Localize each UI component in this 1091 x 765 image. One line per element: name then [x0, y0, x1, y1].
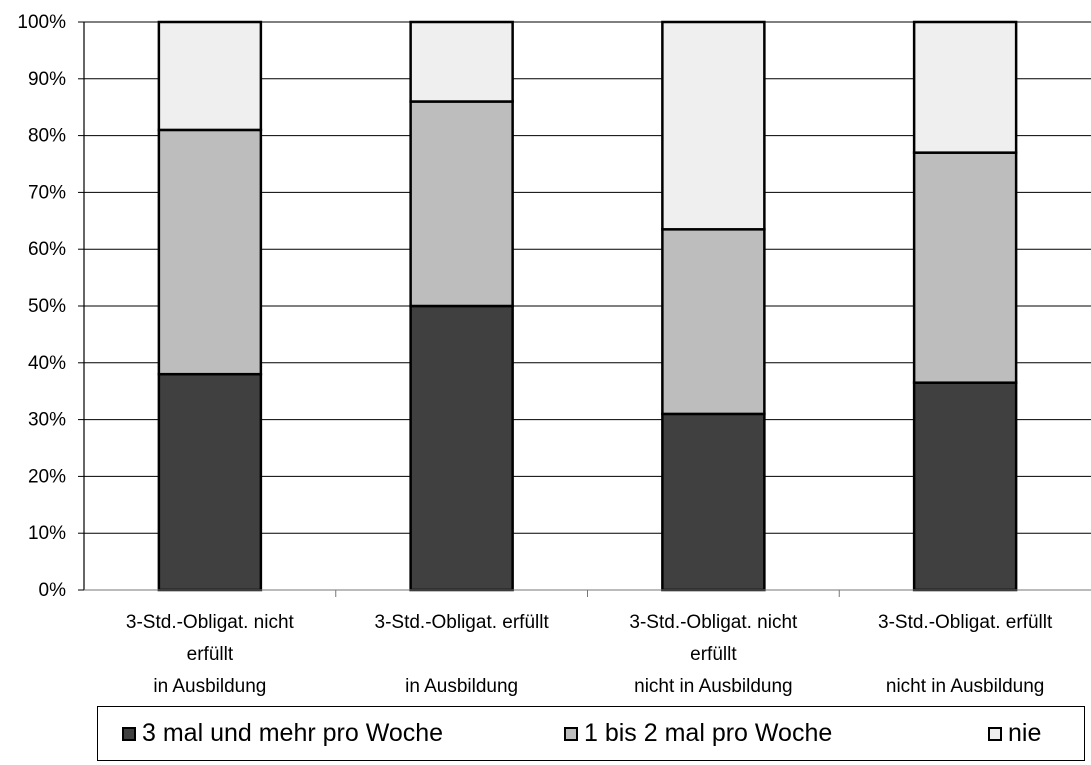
x-category-label: nicht in Ausbildung — [634, 676, 792, 697]
legend-swatch-series-1 — [122, 726, 136, 741]
bar-segment — [157, 20, 263, 132]
y-tick-labels: 0% 10% 20% 30% 40% 50% 60% 70% 80% 90% 100% — [17, 12, 66, 601]
y-tick-label: 0% — [39, 580, 67, 601]
legend-item-series-2: 1 bis 2 mal pro Woche — [564, 707, 832, 760]
bars — [157, 20, 1018, 592]
x-category-label: nicht in Ausbildung — [886, 676, 1044, 697]
legend-item-series-3: nie — [988, 707, 1041, 760]
bar-segment — [912, 151, 1018, 384]
legend-label-series-3: nie — [1008, 719, 1042, 747]
bar-segment — [409, 100, 514, 308]
bar-segment — [661, 228, 766, 416]
x-category-label: erfüllt — [187, 644, 234, 665]
x-category-label: 3-Std.-Obligat. erfüllt — [375, 612, 550, 633]
x-category-labels: 3-Std.-Obligat. nicht erfüllt in Ausbildun… — [126, 612, 1053, 697]
bar-segment — [157, 128, 263, 376]
stacked-bar-chart: 0% 10% 20% 30% 40% 50% 60% 70% 80% 90% 100% 3-Std.… — [17, 12, 1091, 697]
x-category-label: in Ausbildung — [153, 676, 266, 697]
axes — [78, 21, 1091, 597]
bar-segment — [157, 372, 263, 592]
x-category-label: 3-Std.-Obligat. nicht — [629, 612, 798, 633]
x-category-label: erfüllt — [690, 644, 737, 665]
bar-segment — [912, 20, 1018, 154]
x-category-label: 3-Std.-Obligat. erfüllt — [878, 612, 1053, 633]
y-tick-label: 30% — [28, 410, 66, 431]
bar-segment — [409, 20, 514, 103]
y-tick-label: 100% — [17, 12, 66, 33]
bar-segment — [912, 381, 1018, 592]
y-tick-label: 50% — [28, 296, 66, 317]
legend-item-series-1: 3 mal und mehr pro Woche — [122, 707, 443, 760]
y-tick-label: 60% — [28, 239, 66, 260]
legend: 3 mal und mehr pro Woche 1 bis 2 mal pro… — [97, 706, 1085, 761]
y-tick-label: 10% — [28, 523, 66, 544]
y-tick-label: 20% — [28, 466, 66, 487]
bar-segment — [661, 412, 766, 592]
legend-label-series-1: 3 mal und mehr pro Woche — [142, 719, 444, 747]
legend-swatch-series-2 — [564, 726, 578, 741]
x-category-label: 3-Std.-Obligat. nicht — [126, 612, 295, 633]
y-tick-label: 80% — [28, 126, 66, 147]
legend-swatch-series-3 — [988, 726, 1002, 741]
bar-segment — [409, 304, 514, 592]
y-tick-label: 90% — [28, 69, 66, 90]
bar-segment — [661, 20, 766, 231]
x-category-label: in Ausbildung — [405, 676, 518, 697]
y-tick-label: 70% — [28, 182, 66, 203]
y-tick-label: 40% — [28, 353, 66, 374]
legend-label-series-2: 1 bis 2 mal pro Woche — [584, 719, 833, 747]
